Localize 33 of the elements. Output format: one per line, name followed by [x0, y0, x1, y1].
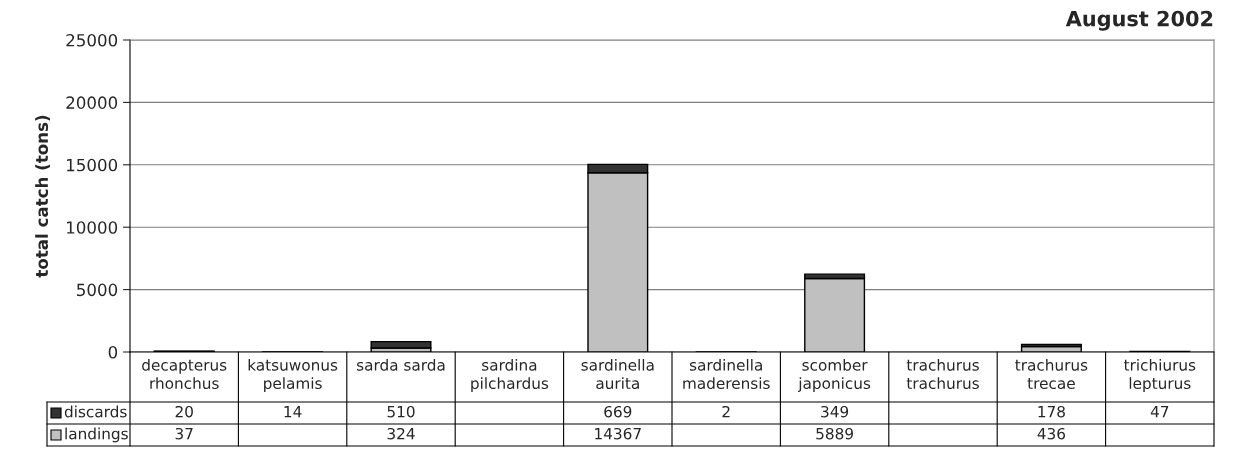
data-label: 178: [1038, 405, 1065, 418]
x-tick-label: sarda sarda: [357, 358, 445, 371]
x-tick-label: trachurus trachurus: [906, 358, 979, 390]
x-tick-label: katsuwonus pelamis: [248, 358, 338, 392]
data-label: 47: [1150, 406, 1169, 418]
data-label: 14: [284, 406, 302, 418]
chart-title: August 2002: [1065, 10, 1213, 31]
data-label: 669: [604, 405, 632, 418]
x-tick-label: trachurus trecae: [1015, 358, 1088, 390]
x-tick-label: sardinella aurita: [581, 358, 654, 390]
data-label: 510: [387, 405, 415, 418]
x-tick-label: decapterus rhonchus: [142, 358, 227, 390]
data-label: 37: [175, 427, 193, 440]
data-label: 349: [821, 405, 849, 418]
x-tick-label: sardina pilchardus: [471, 358, 549, 392]
y-tick-label: 10000: [67, 221, 118, 234]
data-label: 2: [722, 405, 730, 418]
y-tick-label: 0: [108, 345, 118, 359]
legend-label: landings: [65, 427, 128, 443]
data-label: 20: [175, 405, 193, 418]
x-tick-label: sardinella maderensis: [683, 358, 770, 390]
data-label: 5889: [816, 427, 853, 440]
legend-label: discards: [64, 405, 127, 418]
y-tick-label: 5000: [77, 283, 118, 297]
data-label: 14367: [595, 427, 641, 440]
y-axis-title: total catch (tons): [35, 115, 51, 278]
x-tick-label: trichiurus lepturus: [1123, 358, 1196, 392]
y-tick-label: 15000: [67, 158, 118, 172]
data-label: 436: [1037, 427, 1066, 440]
data-label: 324: [387, 427, 415, 440]
y-tick-label: 20000: [66, 96, 118, 109]
y-tick-label: 25000: [66, 33, 118, 47]
x-tick-label: scomber japonicus: [798, 358, 871, 392]
